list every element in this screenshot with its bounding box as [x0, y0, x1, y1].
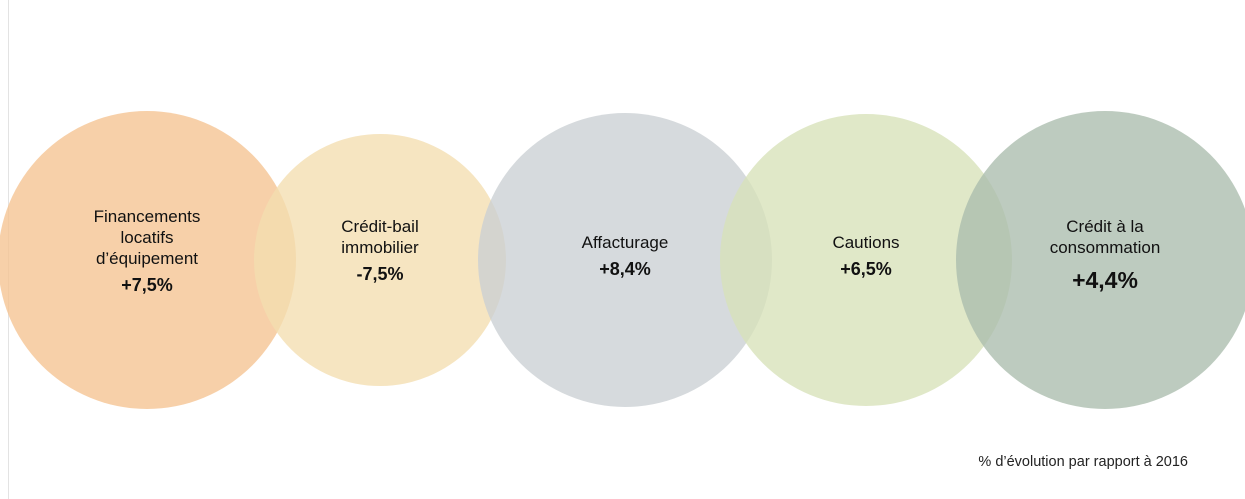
circle-label-line: Cautions [832, 233, 899, 252]
circle-label-line: immobilier [341, 238, 419, 257]
circle-label-line: d’équipement [96, 249, 198, 268]
circle-label-line: Crédit à la [1066, 217, 1144, 236]
footnote: % d’évolution par rapport à 2016 [978, 454, 1188, 470]
circle-label-line: locatifs [121, 228, 174, 247]
circle-cautions [720, 114, 1012, 406]
circle-label-line: Affacturage [582, 233, 669, 252]
circle-value: -7,5% [356, 264, 403, 284]
circle-value: +6,5% [840, 259, 892, 279]
circle-value: +8,4% [599, 259, 651, 279]
circle-value: +4,4% [1072, 267, 1138, 293]
circle-label-line: Financements [94, 207, 201, 226]
circle-label-line: consommation [1050, 238, 1161, 257]
circle-financements [0, 111, 296, 409]
circle-credit-a-la [956, 111, 1245, 409]
circle-value: +7,5% [121, 275, 173, 295]
circle-affacturage [478, 113, 772, 407]
circle-label-line: Crédit-bail [341, 217, 418, 236]
circle-credit-bail [254, 134, 506, 386]
